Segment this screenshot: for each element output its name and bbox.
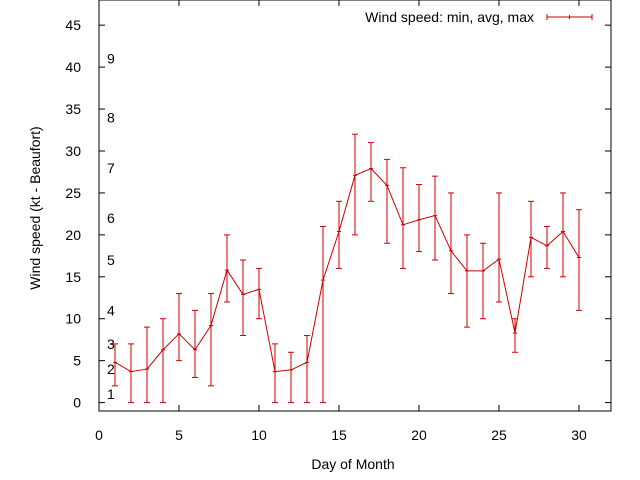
- y-tick-label: 40: [65, 59, 81, 75]
- avg-point: [305, 360, 309, 365]
- data-points: [113, 166, 581, 374]
- y-tick-label: 15: [65, 269, 81, 285]
- avg-point: [177, 331, 181, 336]
- avg-point: [161, 347, 165, 352]
- x-tick-label: 0: [95, 427, 103, 443]
- avg-point: [225, 268, 229, 273]
- avg-point: [577, 255, 581, 260]
- x-axis: 0 5 10 15 20 25 30: [95, 0, 587, 443]
- x-tick-label: 20: [411, 427, 427, 443]
- avg-point: [257, 287, 261, 292]
- y-tick-label: 25: [65, 185, 81, 201]
- avg-point: [145, 367, 149, 372]
- avg-point: [289, 367, 293, 372]
- x-tick-label: 5: [175, 427, 183, 443]
- avg-point: [545, 243, 549, 248]
- legend-label: Wind speed: min, avg, max: [365, 9, 534, 25]
- y-tick-label: 20: [65, 227, 81, 243]
- x-tick-label: 15: [331, 427, 347, 443]
- avg-point: [193, 347, 197, 352]
- avg-point: [129, 369, 133, 374]
- avg-point: [273, 369, 277, 374]
- avg-point: [337, 229, 341, 234]
- beaufort-label: 4: [107, 302, 115, 318]
- x-tick-label: 30: [571, 427, 587, 443]
- avg-point: [401, 222, 405, 227]
- avg-point: [417, 217, 421, 222]
- avg-point: [241, 292, 245, 297]
- avg-point: [321, 278, 325, 283]
- avg-point: [449, 248, 453, 253]
- legend-sample: [546, 14, 593, 20]
- avg-point: [465, 268, 469, 273]
- avg-point: [497, 257, 501, 262]
- avg-point: [385, 183, 389, 188]
- x-tick-label: 25: [491, 427, 507, 443]
- avg-point: [561, 229, 565, 234]
- beaufort-label: 8: [107, 109, 115, 125]
- avg-point: [481, 268, 485, 273]
- beaufort-label: 6: [107, 210, 115, 226]
- y-tick-label: 10: [65, 311, 81, 327]
- y-tick-label: 0: [73, 395, 81, 411]
- avg-point: [529, 235, 533, 240]
- beaufort-scale: 1 2 3 4 5 6 7 8 9: [107, 51, 115, 403]
- y-tick-label: 5: [73, 353, 81, 369]
- avg-point: [209, 323, 213, 328]
- avg-point: [113, 360, 117, 365]
- y-tick-label: 30: [65, 143, 81, 159]
- plot-frame: [98, 0, 612, 412]
- beaufort-label: 7: [107, 160, 115, 176]
- legend: Wind speed: min, avg, max: [365, 9, 593, 25]
- y-tick-label: 35: [65, 101, 81, 117]
- series-line: [114, 167, 580, 373]
- beaufort-label: 1: [107, 386, 115, 402]
- avg-point: [369, 166, 373, 171]
- beaufort-label: 3: [107, 336, 115, 352]
- avg-point: [353, 173, 357, 178]
- x-axis-label: Day of Month: [311, 456, 394, 472]
- beaufort-label: 2: [107, 361, 115, 377]
- avg-point: [513, 330, 517, 335]
- y-tick-label: 45: [65, 17, 81, 33]
- beaufort-label: 5: [107, 252, 115, 268]
- error-bars: [112, 133, 582, 404]
- y-axis-label: Wind speed (kt - Beaufort): [27, 126, 43, 289]
- x-tick-label: 10: [251, 427, 267, 443]
- avg-point: [433, 213, 437, 218]
- beaufort-label: 9: [107, 51, 115, 67]
